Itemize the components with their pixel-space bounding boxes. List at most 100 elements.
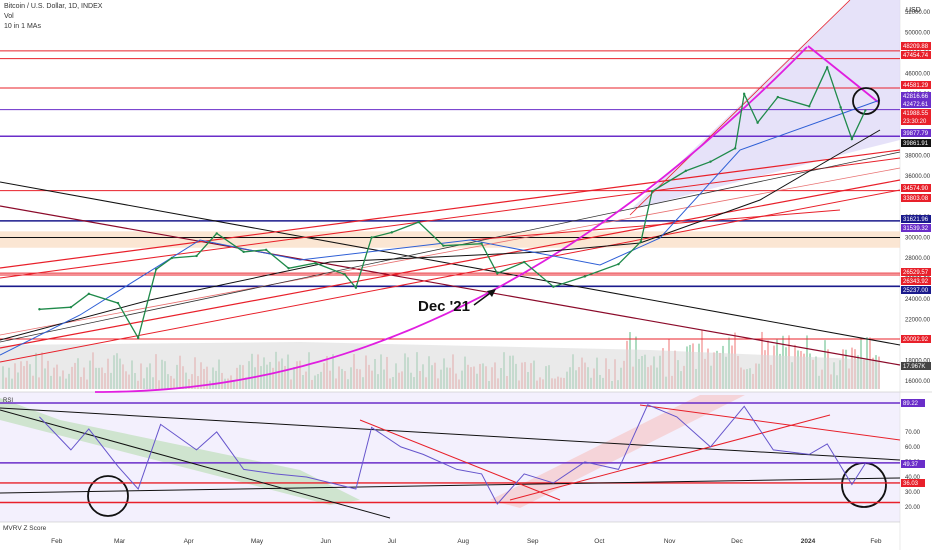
price-series (38, 65, 867, 340)
rsi-tick-label: 30.00 (905, 490, 921, 496)
price-level-tag (901, 224, 931, 232)
x-tick-label: May (251, 538, 264, 545)
rsi-tick-label: 70.00 (905, 430, 921, 436)
diagonal-trendline (0, 149, 901, 269)
price-point (825, 66, 829, 69)
price-tick-label: 36000.00 (905, 174, 931, 180)
price-level-tag (901, 277, 931, 285)
rsi-trendline (0, 407, 901, 461)
price-point (287, 267, 290, 270)
ma-200-line (0, 129, 881, 341)
price-tick-label: 52000.00 (905, 10, 931, 16)
diagonal-trendline (0, 179, 901, 349)
price-level-tag-label: 42816.66 (903, 94, 929, 100)
price-tick-label: 46000.00 (905, 72, 931, 78)
x-tick-label: Dec (731, 538, 743, 545)
price-point (116, 301, 120, 305)
price-level-tag-label: 44581.29 (903, 83, 929, 89)
rsi-tick-label: 20.00 (905, 505, 921, 511)
price-point (314, 261, 317, 265)
price-point (808, 105, 811, 108)
rsi-tick-label: 60.00 (905, 445, 921, 451)
rsi-trendline (639, 404, 901, 441)
x-tick-label: Sep (527, 538, 539, 545)
rsi-line (39, 404, 866, 505)
price-level-tag-label: 33803.08 (903, 196, 929, 202)
price-point (87, 292, 91, 296)
price-tick-label: 18000.00 (905, 359, 931, 365)
price-level-tag (901, 117, 931, 125)
price-level-tag-label: 48209.88 (903, 44, 929, 50)
price-point (864, 109, 867, 112)
price-point (733, 147, 737, 150)
price-point (742, 92, 746, 96)
price-level-tag (901, 286, 931, 294)
currency-label: USD (906, 7, 921, 14)
price-point (195, 254, 198, 258)
price-level-tag (901, 194, 931, 202)
price-tick-label: 30000.00 (905, 236, 931, 242)
magenta-breakdown-line (807, 45, 879, 103)
volume-legend: Vol (4, 13, 14, 20)
price-point (343, 273, 346, 276)
price-level-tag-label: 42472.61 (903, 102, 929, 108)
price-point (639, 240, 643, 243)
parabolic-curve (95, 46, 808, 393)
price-level-tag (901, 139, 931, 147)
price-point (170, 256, 174, 260)
price-level-tag (901, 81, 931, 89)
dec21-annotation: Dec '21 (418, 298, 470, 315)
price-level-tag-label: 26343.92 (903, 279, 929, 285)
price-level-tag (901, 51, 931, 59)
rsi-trendline (0, 409, 391, 519)
price-tick-label: 22000.00 (905, 318, 931, 324)
x-tick-label: Feb (51, 538, 63, 545)
price-point (38, 308, 41, 311)
diagonal-trendline (469, 209, 841, 241)
price-point (776, 95, 780, 99)
x-tick-label: Mar (114, 538, 126, 545)
rsi-tick-label: 40.00 (905, 475, 921, 481)
x-tick-label: Apr (184, 538, 195, 545)
price-level-tag-label: 23:30:20 (903, 119, 927, 125)
price-level-tag (901, 109, 931, 117)
time-axis: Feb Mar Apr May Jun Jul Aug Sep Oct Nov Dec 2024 Feb (51, 538, 882, 545)
rsi-trendline (0, 477, 901, 494)
price-level-tag-label: 25237.00 (903, 288, 929, 294)
supply-zone (0, 231, 900, 248)
x-tick-label: 2024 (801, 538, 816, 545)
price-point (523, 260, 526, 264)
price-point (480, 242, 483, 245)
rsi-level-tag-label: 36.03 (903, 481, 919, 487)
price-level-tag-label: 41988.55 (903, 111, 929, 117)
price-point (136, 336, 140, 340)
price-level-tag (901, 42, 931, 50)
price-point (709, 160, 712, 163)
price-point (390, 231, 394, 234)
rsi-panel (0, 402, 901, 519)
price-level-tag-label: 39877.79 (903, 131, 929, 137)
price-point (684, 169, 688, 173)
mvrv-label: MVRV Z Score (3, 525, 47, 532)
price-level-tag (901, 100, 931, 108)
price-level-tag (901, 268, 931, 276)
price-point (552, 285, 555, 288)
price-point (617, 262, 620, 266)
price-tick-label: 24000.00 (905, 297, 931, 303)
diagonal-trendline (629, 0, 851, 216)
diagonal-trendline (0, 151, 901, 343)
price-point (264, 248, 268, 251)
price-level-tag-label: 17.967K (903, 364, 925, 370)
rsi-trendline (359, 419, 561, 501)
rsi-level-tag (901, 479, 925, 487)
ascending-channel-fill (630, 0, 900, 210)
price-level-tag (901, 92, 931, 100)
rsi-green-channel-1 (0, 398, 360, 505)
ma-legend: 10 in 1 MAs (4, 23, 41, 30)
price-point (242, 250, 245, 254)
highlight-circle-price (852, 87, 880, 115)
volume-ma-area (0, 342, 880, 389)
price-level-tag-label: 31539.32 (903, 226, 929, 232)
price-level-tags: 48209.88 47454.74 44581.29 42816.66 42472.61… (901, 42, 931, 487)
